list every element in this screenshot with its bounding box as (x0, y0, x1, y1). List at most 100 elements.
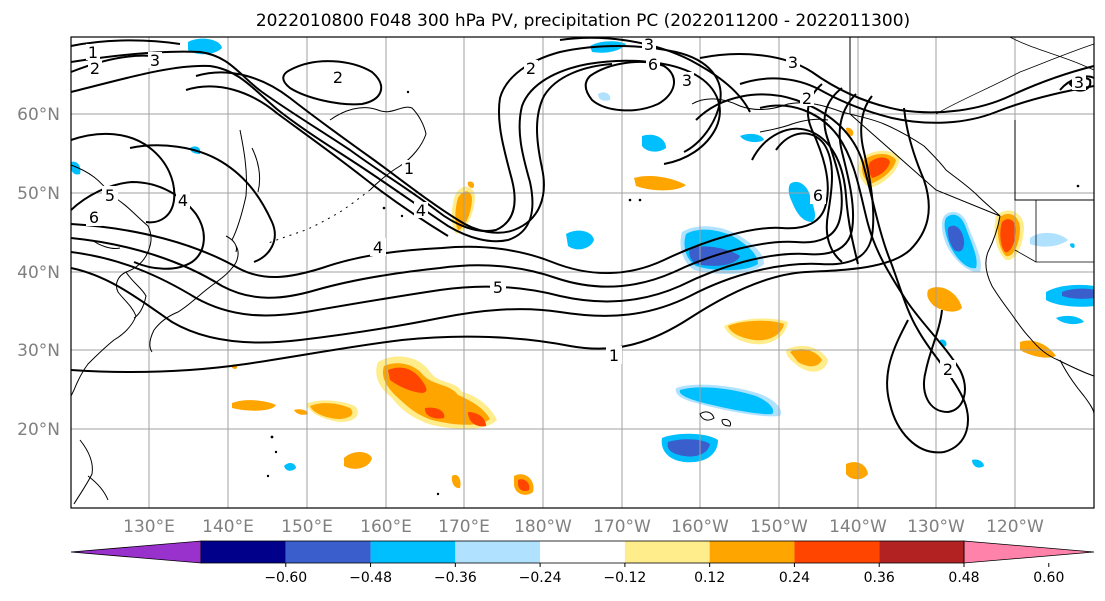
coastline (231, 129, 248, 241)
colorbar-segment (540, 541, 625, 563)
precip-blob (642, 134, 666, 152)
lon-label-180w: 180°W (514, 517, 572, 537)
precip-blob (388, 367, 427, 393)
lon-label-170e: 170°E (438, 517, 490, 537)
colorbar-tick-label: 0.48 (948, 570, 979, 586)
colorbar-extend-high (963, 540, 1095, 564)
contour-label-4: 4 (414, 201, 428, 220)
island (436, 492, 440, 496)
svg-text:2: 2 (943, 360, 953, 379)
colorbar-segment (370, 541, 456, 563)
island (638, 198, 642, 202)
precip-blob (788, 181, 816, 222)
map-area: 1 2 3 2 5 6 4 1 4 4 5 1 2 3 6 3 3 2 6 2 … (70, 35, 1095, 509)
colorbar-outline (200, 540, 965, 564)
longitude-labels: 130°E 140°E 150°E 160°E 170°E 180°W 170°… (123, 517, 1044, 537)
island (400, 214, 404, 218)
contour-label-3: 3 (786, 53, 800, 72)
colorbar-segment (285, 541, 371, 563)
lon-label-140e: 140°E (202, 517, 254, 537)
colorbar-tick-label: −0.36 (434, 570, 477, 586)
precip-blob (947, 225, 965, 252)
coastline (225, 235, 237, 253)
island (382, 206, 386, 210)
colorbar-tick-label: 0.36 (864, 570, 895, 586)
precip-blob (1056, 315, 1084, 325)
contour-label-6: 6 (86, 208, 102, 227)
svg-text:2: 2 (333, 68, 343, 87)
precip-blob (868, 157, 890, 178)
colorbar-tick-label: −0.12 (603, 570, 646, 586)
pv-contour (759, 104, 966, 414)
colorbar: −0.60 −0.48 −0.36 −0.24 −0.12 0.12 0.24 0.36 0.4… (70, 540, 1095, 586)
colorbar-tick-label: −0.60 (264, 570, 307, 586)
coastline (691, 98, 1001, 217)
svg-text:4: 4 (373, 238, 383, 257)
island (274, 450, 278, 454)
svg-text:3: 3 (1074, 73, 1084, 92)
coastline (125, 271, 147, 319)
precip-blob (294, 409, 308, 415)
precip-blob (518, 479, 530, 492)
lon-label-170w: 170°W (593, 517, 651, 537)
colorbar-segment (879, 541, 964, 563)
lon-label-150e: 150°E (281, 517, 333, 537)
pv-contour (584, 60, 675, 112)
pv-contour (699, 53, 1095, 114)
precip-blob (740, 133, 764, 143)
lat-label-50n: 50°N (17, 184, 60, 204)
coastline (251, 147, 261, 193)
pv-contour (751, 127, 859, 265)
pv-contour (70, 93, 857, 317)
lon-label-140w: 140°W (829, 517, 887, 537)
pv-contour (70, 87, 843, 299)
svg-text:4: 4 (178, 191, 188, 210)
border (1014, 249, 1037, 263)
contour-label-1: 1 (402, 159, 416, 178)
contour-label-2: 2 (940, 360, 956, 379)
precip-blob (310, 403, 353, 419)
precip-blob (467, 181, 475, 188)
contour-label-1: 1 (606, 346, 622, 365)
pv-contour (185, 85, 449, 237)
precip-blob (188, 38, 222, 55)
map-title: 2022010800 F048 300 hPa PV, precipitatio… (256, 11, 910, 31)
precip-blob (634, 175, 686, 191)
contour-label-6: 6 (646, 55, 660, 74)
pv-contour (195, 63, 613, 234)
coastline (721, 419, 731, 427)
coastline (73, 439, 93, 505)
pv-contour (695, 93, 969, 454)
colorbar-tick-label: −0.48 (349, 570, 392, 586)
colorbar-segment (201, 541, 286, 563)
lon-label-160w: 160°W (671, 517, 729, 537)
lat-label-60n: 60°N (17, 105, 60, 125)
lon-label-160e: 160°E (360, 517, 412, 537)
svg-text:2: 2 (90, 59, 100, 78)
coastline (329, 106, 427, 191)
contour-label-4: 4 (176, 191, 190, 210)
svg-text:5: 5 (105, 186, 115, 205)
precip-blob (424, 407, 445, 419)
colorbar-segment (794, 541, 880, 563)
colorbar-segment (624, 541, 710, 563)
pv-contour (70, 95, 875, 344)
svg-text:3: 3 (150, 51, 160, 70)
lon-label-150w: 150°W (750, 517, 808, 537)
svg-text:6: 6 (89, 208, 99, 227)
coastlines (70, 36, 1095, 505)
colorbar-segment (455, 541, 541, 563)
island-dots (266, 90, 1080, 496)
colorbar-segment (709, 541, 795, 563)
border (849, 37, 1001, 217)
pv-contour (70, 132, 176, 224)
colorbar-ticks: −0.60 −0.48 −0.36 −0.24 −0.12 0.12 0.24 0.36 0.4… (264, 563, 1064, 586)
precip-blob (232, 400, 276, 411)
svg-text:5: 5 (493, 278, 503, 297)
svg-text:4: 4 (416, 201, 426, 220)
precip-blob (468, 412, 486, 427)
contour-label-2: 2 (524, 59, 538, 78)
precip-blob (667, 439, 710, 457)
precip-blob (1000, 219, 1016, 253)
